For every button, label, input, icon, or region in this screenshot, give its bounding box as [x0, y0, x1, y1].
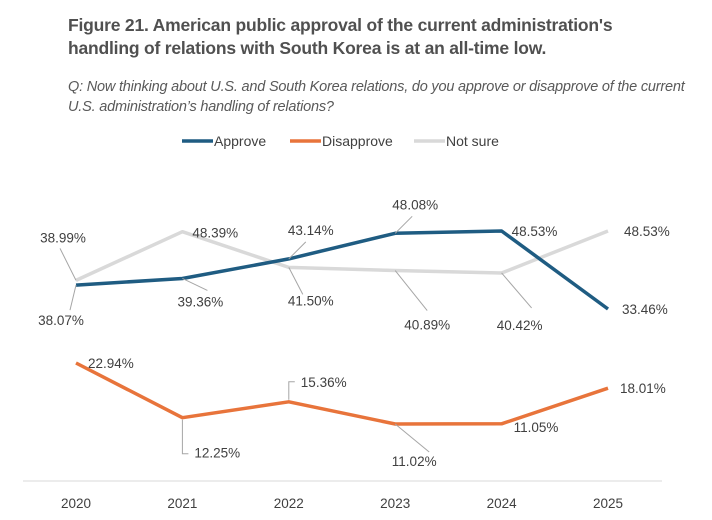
x-tick-label: 2023	[380, 496, 410, 511]
chart-subtitle-question: Q: Now thinking about U.S. and South Kor…	[68, 79, 685, 115]
legend: Approve Disapprove Not sure	[182, 133, 499, 149]
data-label-approve: 38.07%	[38, 313, 84, 328]
data-label-not-sure: 41.50%	[288, 293, 334, 308]
leader-line	[182, 278, 208, 291]
leader-line	[288, 241, 307, 260]
legend-label: Approve	[214, 133, 266, 149]
data-label-approve: 43.14%	[288, 223, 334, 238]
data-label-not-sure: 38.99%	[40, 230, 86, 245]
series-lines	[75, 229, 610, 426]
data-label-disapprove: 18.01%	[620, 381, 666, 396]
series-line-disapprove	[75, 361, 609, 426]
data-label-approve: 48.08%	[392, 197, 438, 212]
x-tick-label: 2022	[274, 496, 304, 511]
legend-label: Disapprove	[322, 133, 393, 149]
leader-line	[394, 270, 428, 311]
data-label-not-sure: 40.89%	[404, 318, 450, 333]
x-tick-label: 2024	[487, 496, 518, 511]
x-tick-label: 2021	[167, 496, 197, 511]
data-labels: 38.07% 39.36% 43.14% 48.08% 48.53% 33.46% 22.9…	[38, 197, 670, 469]
leader-line	[501, 272, 532, 309]
chart-title: Figure 21. American public approval of t…	[68, 15, 613, 58]
leader-line	[394, 423, 430, 453]
data-label-disapprove: 11.02%	[392, 454, 437, 469]
data-label-disapprove: 22.94%	[88, 356, 134, 371]
leader-line	[288, 381, 295, 400]
data-label-disapprove: 12.25%	[194, 446, 240, 461]
data-label-approve: 33.46%	[622, 302, 668, 317]
data-label-disapprove: 15.36%	[301, 375, 347, 390]
legend-item-not-sure: Not sure	[414, 133, 499, 149]
series-line-not-sure	[75, 229, 609, 282]
leader-line	[69, 285, 77, 311]
leader-line	[59, 248, 77, 281]
data-label-disapprove: 11.05%	[514, 420, 559, 435]
data-label-not-sure: 48.39%	[192, 226, 238, 241]
legend-item-disapprove: Disapprove	[290, 133, 393, 149]
series-line-approve	[75, 229, 610, 311]
legend-item-approve: Approve	[182, 133, 266, 149]
leader-line	[181, 419, 189, 455]
label-leader-lines	[59, 215, 532, 455]
x-tick-label: 2025	[593, 496, 623, 511]
data-label-not-sure: 40.42%	[497, 318, 543, 333]
data-label-approve: 48.53%	[512, 224, 558, 239]
data-label-approve: 39.36%	[178, 294, 224, 309]
leader-line	[288, 267, 304, 295]
data-label-not-sure: 48.53%	[624, 224, 670, 239]
x-tick-label: 2020	[61, 496, 91, 511]
legend-label: Not sure	[446, 133, 499, 149]
x-axis-ticks: 2020 2021 2022 2023 2024 2025	[61, 496, 623, 511]
leader-line	[394, 215, 413, 234]
